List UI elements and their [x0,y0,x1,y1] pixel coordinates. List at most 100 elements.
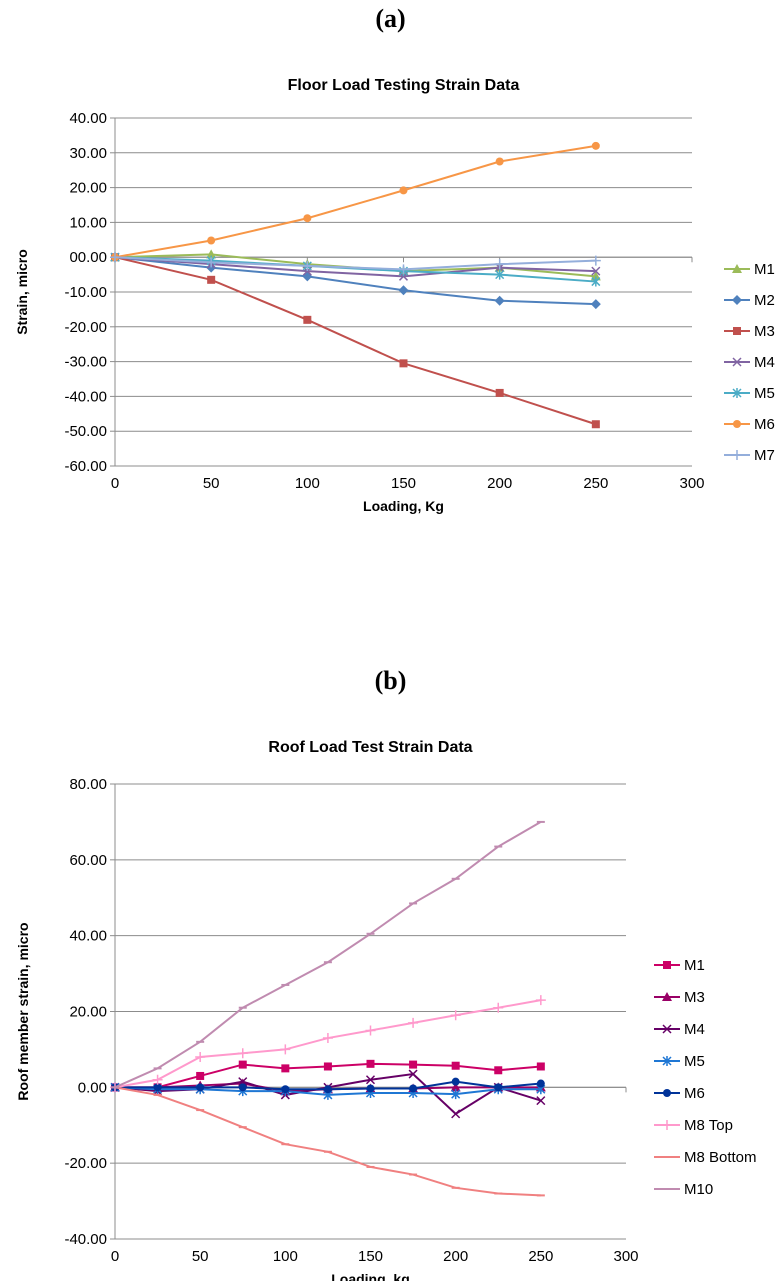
chart-b-legend-label-m3: M3 [684,989,705,1006]
chart-a-point-m7 [302,260,313,271]
chart-a-x-tick-label: 150 [391,475,416,492]
chart-b-point-m1 [281,1064,290,1073]
chart-b-point-m4 [238,1077,248,1087]
chart-a-y-axis-title: Strain, micro [14,249,30,335]
chart-b-point-m4 [451,1109,461,1119]
chart-b-y-axis-title: Roof member strain, micro [15,922,31,1100]
chart-a-point-m2 [590,299,601,310]
chart-a-point-m5 [495,269,505,280]
chart-b-point-m1 [409,1060,418,1069]
chart-b-point-m6 [153,1083,162,1092]
chart-b-point-m1 [366,1059,375,1068]
chart-a-line-m3 [114,256,597,426]
chart-a-point-m7 [494,259,505,270]
chart-a-y-tick-label: -50.00 [64,423,107,440]
chart-b-point-m8-top [535,995,546,1006]
chart-a-y-tick-label: -30.00 [64,354,107,371]
chart-a-point-m3 [591,420,600,429]
chart-a-x-tick-label: 0 [111,475,119,492]
chart-a-point-m3 [207,275,216,284]
chart-a-point-m6 [591,141,600,150]
chart-b-x-tick-label: 150 [358,1248,383,1265]
chart-a-y-tick-label: 40.00 [69,110,107,127]
chart-b-point-m4 [536,1096,546,1106]
chart-a-legend-label-m3: M3 [754,323,775,340]
chart-b-point-m1 [238,1060,247,1069]
chart-a-point-m6 [303,214,312,223]
chart-b-y-tick-label: 0.00 [78,1079,107,1096]
chart-a-legend-marker-m5 [732,388,742,398]
chart-a-point-m4 [591,266,601,276]
chart-b-y-tick-label: 40.00 [69,928,107,945]
chart-b-point-m6 [366,1084,375,1093]
chart-b-point-m1 [536,1062,545,1071]
chart-a-point-m1 [206,249,217,259]
chart-a-point-m3 [303,315,312,324]
chart-a-title: Floor Load Testing Strain Data [288,77,520,94]
chart-b-legend-label-m6: M6 [684,1085,705,1102]
chart-a-legend-label-m5: M5 [754,385,775,402]
chart-b-legend-label-m5: M5 [684,1053,705,1070]
chart-b-point-m8-top [195,1052,206,1062]
chart-a-line-m4 [114,256,596,278]
chart-a-legend-marker-m6 [733,420,741,428]
chart-b-point-m1 [451,1061,460,1070]
chart-a-x-tick-label: 200 [487,475,512,492]
chart-b-legend-label-m1: M1 [684,957,705,974]
chart-b-x-tick-label: 100 [273,1248,298,1265]
chart-a-legend-label-m6: M6 [754,416,775,433]
chart-b-point-m8-top [152,1074,163,1085]
chart-a-y-tick-label: 10.00 [69,214,107,231]
chart-a-x-tick-label: 100 [295,475,320,492]
chart-a-x-axis-title: Loading, Kg [363,498,444,514]
chart-a-x-tick-label: 50 [203,475,220,492]
chart-b-legend-marker-m1 [663,961,671,969]
chart-b-y-tick-label: 20.00 [69,1004,107,1021]
chart-b-line-m10 [114,821,542,1089]
chart-b-point-m8-top [322,1033,333,1044]
chart-b-point-m8-top [408,1017,419,1028]
chart-b-point-m6 [409,1084,418,1093]
chart-b-point-m5 [451,1089,461,1100]
chart-b-x-axis-title: Loading, kg [331,1271,410,1281]
chart-b-point-m6 [196,1083,205,1092]
chart-roof-load: Roof Load Test Strain Data 80.00 60.00 40.0… [15,739,757,1281]
chart-b-title: Roof Load Test Strain Data [268,739,472,756]
chart-a-y-tick-label: -60.00 [64,458,107,475]
chart-b-point-m6 [281,1085,290,1094]
chart-a-y-tick-label: -10.00 [64,284,107,301]
chart-a-legend-marker-m7 [732,450,742,460]
panel-label-a: (a) [375,4,406,33]
chart-b-point-m8-top [493,1002,504,1013]
chart-b-point-m1 [323,1062,332,1071]
chart-b-legend-label-m4: M4 [684,1021,705,1038]
chart-a-y-tick-label: 30.00 [69,145,107,162]
chart-b-point-m6 [494,1083,503,1092]
chart-a-line-m7 [114,256,596,271]
chart-b-x-tick-label: 50 [192,1248,209,1265]
chart-a-y-tick-label: 00.00 [69,249,107,266]
chart-a-legend-label-m7: M7 [754,447,775,464]
chart-b-point-m8-top [237,1048,248,1059]
chart-b-legend-marker-m8-top [662,1120,672,1130]
chart-a-legend-marker-m1 [732,264,742,273]
chart-a-legend-label-m1: M1 [754,261,775,278]
chart-b-point-m4 [408,1069,418,1079]
chart-a-y-tick-label: -20.00 [64,319,107,336]
chart-b-x-tick-label: 0 [111,1248,119,1265]
chart-a-y-tick-label: -40.00 [64,388,107,405]
chart-b-line-m8-bottom [114,1086,541,1197]
chart-a-point-m2 [494,295,505,306]
chart-b-point-m6 [238,1083,247,1092]
chart-a-point-m7 [398,264,409,275]
chart-a-point-m7 [110,252,120,263]
chart-a-point-m7 [206,257,217,268]
chart-a-point-m3 [399,359,408,368]
chart-b-legend-marker-m4 [662,1024,672,1034]
chart-a-point-m3 [495,388,504,397]
chart-a-point-m6 [399,186,408,195]
chart-b-point-m6 [451,1077,460,1086]
chart-a-legend-marker-m4 [732,357,742,367]
chart-b-point-m6 [536,1079,545,1088]
chart-b-legend-marker-m6 [663,1089,671,1097]
